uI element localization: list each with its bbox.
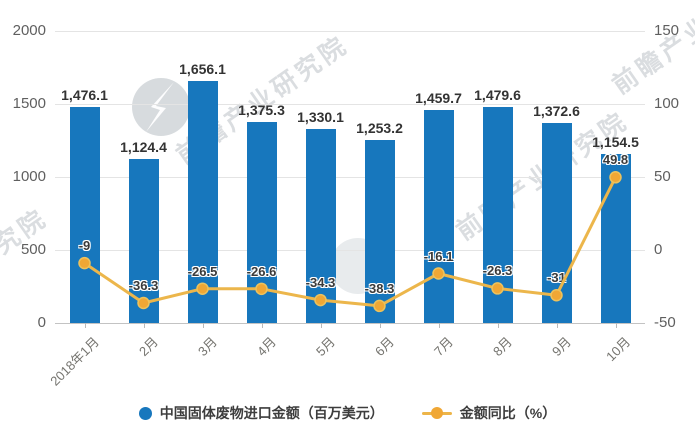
x-axis-label: 2018年1月 [47, 334, 103, 389]
bar [423, 109, 454, 323]
bar [600, 154, 631, 323]
bar-value-label: 1,330.1 [297, 108, 344, 125]
y-axis-left-tick-label: 1000 [12, 168, 46, 185]
line-value-label: -38.3 [364, 280, 395, 296]
line-value-label: -16.1 [423, 248, 454, 264]
x-axis-label: 7月 [431, 334, 457, 360]
x-axis-tick [556, 323, 558, 328]
y-axis-left-tick-label: 500 [20, 241, 46, 258]
legend-label: 金额同比（%） [459, 405, 557, 421]
y-axis-left-tick-label: 2000 [12, 22, 46, 39]
y-axis-right-tick-label: 50 [654, 168, 671, 185]
y-axis-right-tick-label: -50 [654, 314, 676, 331]
x-axis-tick [261, 323, 263, 328]
bar-value-label: 1,479.6 [474, 86, 521, 103]
x-axis-tick [497, 323, 499, 328]
line-series-swatch-icon [421, 406, 452, 420]
x-axis-label: 2月 [136, 334, 162, 360]
y-axis-right-tick-label: 150 [654, 22, 680, 39]
gridline [55, 322, 645, 324]
x-axis-label: 6月 [372, 334, 398, 360]
line-value-label: -31 [547, 270, 566, 286]
x-axis-label: 9月 [549, 334, 575, 360]
x-axis-tick [615, 323, 617, 328]
x-axis-tick [320, 323, 322, 328]
bar-value-label: 1,375.3 [238, 102, 285, 119]
bar [246, 122, 277, 323]
legend: 中国固体废物进口金额（百万美元） 金额同比（%） [0, 403, 695, 423]
bar [305, 128, 336, 323]
y-axis-left-tick-label: 0 [37, 314, 46, 331]
gridline [55, 30, 645, 32]
x-axis-tick [202, 323, 204, 328]
y-axis-right-tick-label: 100 [654, 95, 680, 112]
line-value-label: -9 [78, 238, 91, 254]
x-axis-tick [84, 323, 86, 328]
x-axis-label: 5月 [313, 334, 339, 360]
bar-value-label: 1,459.7 [415, 89, 462, 106]
x-axis-label: 10月 [603, 334, 634, 365]
bar-value-label: 1,476.1 [61, 87, 108, 104]
bar-series-swatch-icon [138, 406, 152, 420]
bar [482, 106, 513, 323]
y-axis-right-tick-label: 0 [654, 241, 663, 258]
legend-item-import-amount: 中国固体废物进口金额（百万美元） [138, 403, 384, 423]
y-axis-left-tick-label: 1500 [12, 95, 46, 112]
legend-label: 中国固体废物进口金额（百万美元） [159, 405, 384, 421]
bar-value-label: 1,253.2 [356, 120, 403, 137]
bar-value-label: 1,124.4 [120, 138, 167, 155]
bar-value-label: 1,154.5 [592, 134, 639, 151]
bar [128, 158, 159, 323]
bar [69, 107, 100, 323]
x-axis-label: 4月 [254, 334, 280, 360]
x-axis-tick [143, 323, 145, 328]
x-axis-tick [379, 323, 381, 328]
x-axis-tick [438, 323, 440, 328]
x-axis-label: 8月 [490, 334, 516, 360]
bar-value-label: 1,372.6 [533, 102, 580, 119]
bar [541, 122, 572, 323]
legend-item-yoy: 金额同比（%） [421, 403, 557, 423]
x-axis-label: 3月 [195, 334, 221, 360]
gridline [55, 103, 645, 105]
line-value-label: -36.3 [128, 277, 159, 293]
bar [187, 81, 218, 323]
line-value-label: 49.8 [602, 152, 629, 168]
bar-value-label: 1,656.1 [179, 61, 226, 78]
